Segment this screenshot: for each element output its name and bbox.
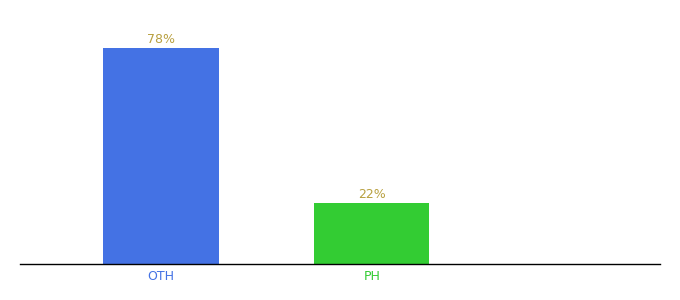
Bar bbox=[103, 48, 218, 264]
Text: 78%: 78% bbox=[147, 33, 175, 46]
Text: 22%: 22% bbox=[358, 188, 386, 201]
Bar bbox=[314, 203, 430, 264]
